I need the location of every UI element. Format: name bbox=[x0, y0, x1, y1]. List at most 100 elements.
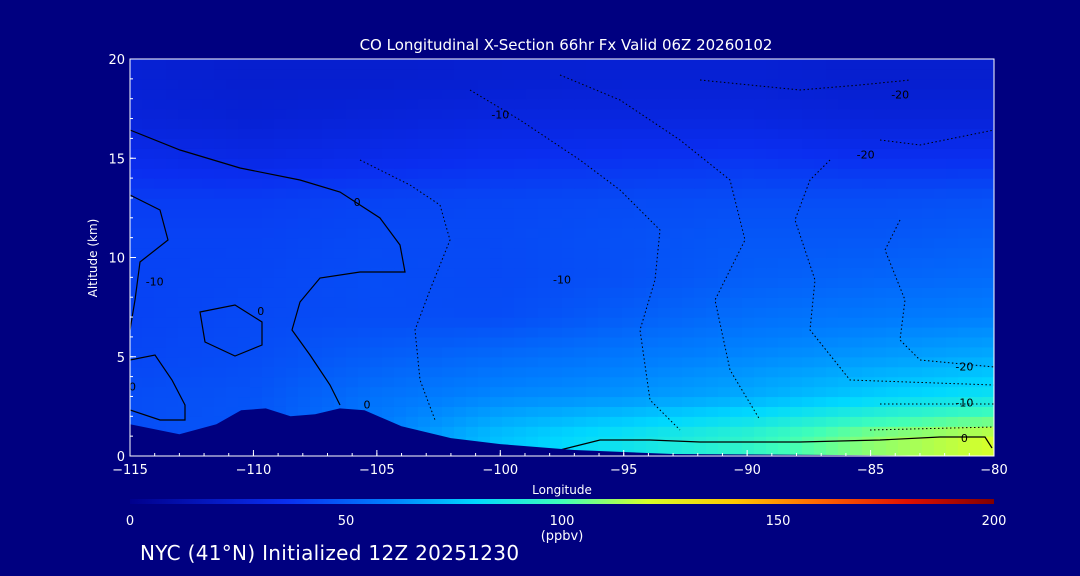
field-cell bbox=[550, 138, 563, 149]
field-cell bbox=[514, 168, 527, 179]
field-cell bbox=[526, 227, 539, 239]
field-cell bbox=[682, 406, 695, 417]
field-cell bbox=[598, 88, 611, 100]
field-cell bbox=[586, 297, 599, 308]
field-cell bbox=[322, 366, 335, 378]
field-cell bbox=[550, 247, 563, 259]
field-cell bbox=[862, 446, 875, 456]
field-cell bbox=[370, 88, 383, 100]
field-cell bbox=[130, 307, 143, 318]
field-cell bbox=[970, 436, 983, 447]
field-cell bbox=[418, 68, 431, 80]
field-cell bbox=[814, 277, 827, 288]
field-cell bbox=[682, 297, 695, 308]
field-cell bbox=[622, 386, 635, 398]
field-cell bbox=[802, 416, 815, 427]
field-cell bbox=[490, 188, 503, 199]
field-cell bbox=[646, 68, 659, 80]
field-cell bbox=[790, 297, 803, 308]
field-cell bbox=[886, 366, 899, 378]
field-cell bbox=[538, 426, 551, 437]
field-cell bbox=[658, 346, 671, 358]
field-cell bbox=[634, 257, 647, 269]
field-cell bbox=[610, 326, 623, 338]
field-cell bbox=[214, 138, 227, 149]
field-cell bbox=[814, 188, 827, 199]
field-cell bbox=[502, 247, 515, 259]
field-cell bbox=[814, 376, 827, 388]
field-cell bbox=[394, 257, 407, 269]
field-cell bbox=[154, 88, 167, 100]
field-cell bbox=[250, 257, 263, 269]
field-cell bbox=[214, 376, 227, 388]
field-cell bbox=[802, 138, 815, 149]
field-cell bbox=[634, 138, 647, 149]
field-cell bbox=[538, 326, 551, 338]
field-cell bbox=[766, 178, 779, 189]
field-cell bbox=[982, 59, 994, 70]
field-cell bbox=[598, 158, 611, 169]
field-cell bbox=[802, 376, 815, 388]
field-cell bbox=[718, 416, 731, 427]
field-cell bbox=[982, 188, 994, 199]
field-cell bbox=[562, 118, 575, 130]
field-cell bbox=[478, 396, 491, 407]
field-cell bbox=[178, 307, 191, 318]
field-cell bbox=[946, 356, 959, 368]
field-cell bbox=[634, 317, 647, 328]
field-cell bbox=[454, 376, 467, 388]
field-cell bbox=[886, 406, 899, 417]
field-cell bbox=[814, 396, 827, 407]
field-cell bbox=[946, 366, 959, 378]
field-cell bbox=[178, 287, 191, 298]
field-cell bbox=[550, 148, 563, 159]
field-cell bbox=[538, 148, 551, 159]
field-cell bbox=[802, 366, 815, 378]
field-cell bbox=[346, 197, 359, 209]
field-cell bbox=[934, 59, 947, 70]
field-cell bbox=[322, 317, 335, 328]
field-cell bbox=[874, 178, 887, 189]
field-cell bbox=[562, 138, 575, 149]
field-cell bbox=[742, 426, 755, 437]
field-cell bbox=[250, 307, 263, 318]
field-cell bbox=[778, 326, 791, 338]
field-cell bbox=[670, 178, 683, 189]
field-cell bbox=[574, 128, 587, 139]
field-cell bbox=[658, 168, 671, 179]
field-cell bbox=[526, 297, 539, 308]
field-cell bbox=[922, 326, 935, 338]
field-cell bbox=[886, 326, 899, 338]
field-cell bbox=[910, 386, 923, 398]
field-cell bbox=[850, 257, 863, 269]
field-cell bbox=[178, 68, 191, 80]
field-cell bbox=[862, 356, 875, 368]
field-cell bbox=[946, 148, 959, 159]
field-cell bbox=[790, 98, 803, 110]
field-cell bbox=[478, 78, 491, 90]
field-cell bbox=[598, 68, 611, 80]
field-cell bbox=[982, 247, 994, 259]
field-cell bbox=[514, 386, 527, 398]
field-cell bbox=[874, 138, 887, 149]
field-cell bbox=[574, 207, 587, 219]
field-cell bbox=[322, 78, 335, 90]
field-cell bbox=[598, 78, 611, 90]
field-cell bbox=[370, 307, 383, 318]
field-cell bbox=[838, 207, 851, 219]
field-cell bbox=[598, 108, 611, 120]
field-cell bbox=[406, 356, 419, 368]
field-cell bbox=[670, 188, 683, 199]
field-cell bbox=[658, 138, 671, 149]
field-cell bbox=[742, 237, 755, 249]
field-cell bbox=[514, 247, 527, 259]
field-cell bbox=[442, 178, 455, 189]
field-cell bbox=[166, 148, 179, 159]
field-cell bbox=[718, 148, 731, 159]
field-cell bbox=[238, 197, 251, 209]
field-cell bbox=[718, 406, 731, 417]
y-axis-label: Altitude (km) bbox=[86, 219, 100, 298]
field-cell bbox=[682, 446, 695, 456]
field-cell bbox=[586, 376, 599, 388]
field-cell bbox=[946, 346, 959, 358]
